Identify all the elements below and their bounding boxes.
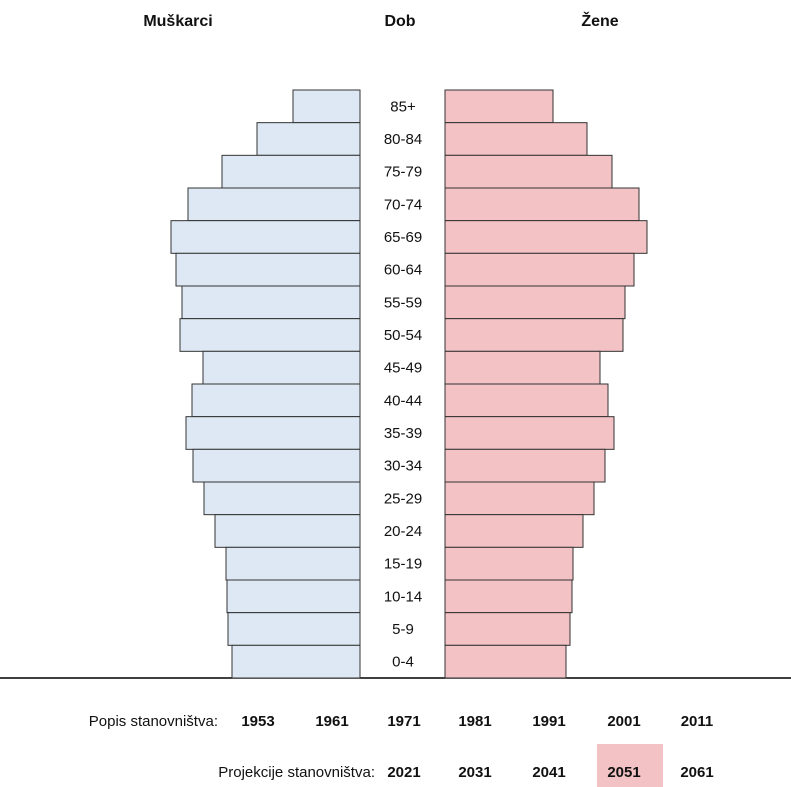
age-label: 80-84 [384, 131, 422, 148]
age-label: 75-79 [384, 164, 422, 181]
bar-left [185, 416, 361, 450]
bar-right [444, 187, 640, 222]
age-label: 15-19 [384, 556, 422, 573]
bar-left [292, 89, 361, 124]
bar-left [231, 644, 361, 679]
projection-year[interactable]: 2061 [680, 764, 713, 781]
bar-left [203, 481, 361, 516]
bar-right [444, 612, 571, 646]
bar-left [202, 350, 361, 385]
census-year[interactable]: 2011 [681, 713, 714, 730]
bar-left [187, 187, 361, 222]
bar-right [444, 122, 588, 156]
bar-left [181, 285, 361, 320]
projection-year[interactable]: 2021 [387, 764, 420, 781]
bar-left [256, 122, 361, 156]
bar-left [227, 612, 361, 646]
census-year[interactable]: 2001 [607, 713, 640, 730]
age-label: 70-74 [384, 196, 422, 213]
bar-right [444, 89, 554, 124]
bar-right [444, 416, 615, 450]
census-year[interactable]: 1981 [458, 713, 491, 730]
bar-right [444, 383, 609, 418]
bar-left [226, 579, 361, 614]
census-year[interactable]: 1971 [387, 713, 420, 730]
age-label: 85+ [390, 98, 416, 115]
center-header: Dob [384, 13, 415, 30]
bar-right [444, 350, 601, 385]
age-label: 30-34 [384, 458, 422, 475]
bar-right [444, 514, 584, 548]
projections-label: Projekcije stanovništva: [218, 764, 375, 781]
census-year[interactable]: 1991 [532, 713, 565, 730]
bar-right [444, 154, 613, 189]
census-label: Popis stanovništva: [89, 713, 218, 730]
left-header: Muškarci [143, 13, 212, 30]
bar-left [221, 154, 361, 189]
projection-year[interactable]: 2031 [458, 764, 491, 781]
bar-left [170, 220, 361, 254]
bar-right [444, 481, 595, 516]
age-label: 45-49 [384, 360, 422, 377]
age-label: 55-59 [384, 294, 422, 311]
bar-left [192, 448, 361, 483]
bar-left [175, 252, 361, 287]
age-label: 10-14 [384, 588, 422, 605]
bar-right [444, 448, 606, 483]
bar-right [444, 252, 635, 287]
bar-left [225, 546, 361, 581]
bar-left [179, 318, 361, 352]
age-label: 35-39 [384, 425, 422, 442]
age-label: 0-4 [392, 654, 414, 671]
bar-right [444, 220, 648, 254]
projection-year[interactable]: 2051 [607, 764, 640, 781]
bar-right [444, 318, 624, 352]
bar-left [191, 383, 361, 418]
bar-right [444, 546, 574, 581]
projection-year[interactable]: 2041 [532, 764, 565, 781]
selected-highlight [597, 744, 663, 787]
age-label: 40-44 [384, 392, 422, 409]
bar-right [444, 579, 573, 614]
bar-left [214, 514, 361, 548]
age-label: 65-69 [384, 229, 422, 246]
bar-right [444, 285, 626, 320]
age-label: 25-29 [384, 490, 422, 507]
census-year[interactable]: 1961 [315, 713, 348, 730]
age-label: 60-64 [384, 262, 422, 279]
census-year[interactable]: 1953 [241, 713, 274, 730]
right-header: Žene [581, 11, 618, 30]
age-label: 5-9 [392, 621, 414, 638]
age-label: 50-54 [384, 327, 422, 344]
bar-right [444, 644, 567, 679]
age-label: 20-24 [384, 523, 422, 540]
